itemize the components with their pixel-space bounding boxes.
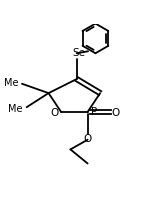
Text: P: P [91, 107, 97, 117]
Text: Me: Me [4, 78, 18, 88]
Text: O: O [84, 133, 92, 143]
Text: Se: Se [73, 48, 85, 58]
Text: O: O [112, 107, 120, 117]
Text: Me: Me [8, 103, 23, 114]
Text: O: O [51, 107, 59, 117]
